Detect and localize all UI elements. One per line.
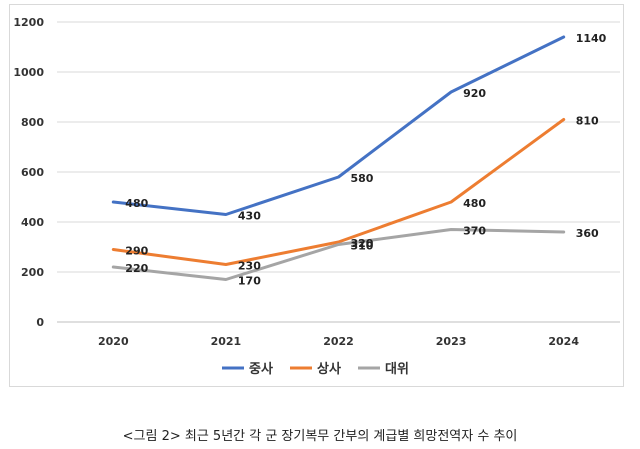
data-label: 920 <box>463 87 486 100</box>
data-label: 1140 <box>576 32 607 45</box>
data-label: 370 <box>463 225 486 238</box>
data-label: 480 <box>125 197 148 210</box>
y-tick-label: 400 <box>21 216 44 229</box>
data-label: 170 <box>238 275 261 288</box>
data-label: 480 <box>463 197 486 210</box>
legend: 중사 상사 대위 <box>222 361 409 377</box>
legend-label: 상사 <box>317 361 341 377</box>
data-label: 290 <box>125 245 148 258</box>
series-line-중사 <box>111 35 566 216</box>
series-line-대위 <box>111 228 566 281</box>
data-label: 220 <box>125 262 148 275</box>
legend-label: 대위 <box>385 362 409 377</box>
y-tick-label: 1000 <box>13 66 44 79</box>
data-label: 580 <box>351 172 374 185</box>
x-tick-label: 2021 <box>211 335 242 348</box>
y-tick-label: 200 <box>21 266 44 279</box>
series-lines <box>111 35 566 281</box>
y-tick-label: 1200 <box>13 16 44 29</box>
x-tick-label: 2024 <box>548 335 579 348</box>
data-label: 810 <box>576 115 599 128</box>
data-label: 230 <box>238 260 261 273</box>
data-label: 430 <box>238 210 261 223</box>
figure-caption: <그림 2> 최근 5년간 각 군 장기복무 간부의 계급별 희망전역자 수 추… <box>122 429 518 444</box>
grid-lines <box>57 21 620 323</box>
data-label: 360 <box>576 227 599 240</box>
data-label: 320 <box>351 237 374 250</box>
chart-frame <box>9 4 624 387</box>
x-axis-ticks: 2020 2021 2022 2023 2024 <box>98 335 579 348</box>
y-tick-label: 600 <box>21 166 44 179</box>
x-tick-label: 2022 <box>323 335 354 348</box>
y-axis-ticks: 0 200 400 600 800 1000 1200 <box>13 16 44 329</box>
x-tick-label: 2023 <box>436 335 467 348</box>
data-label: 310 <box>351 240 374 253</box>
x-tick-label: 2020 <box>98 335 129 348</box>
series-line-상사 <box>111 118 566 266</box>
data-labels: 480 430 580 920 1140 290 230 320 480 810 220 170 310… <box>125 32 606 288</box>
y-tick-label: 800 <box>21 116 44 129</box>
y-tick-label: 0 <box>36 316 44 329</box>
legend-label: 중사 <box>249 361 273 377</box>
